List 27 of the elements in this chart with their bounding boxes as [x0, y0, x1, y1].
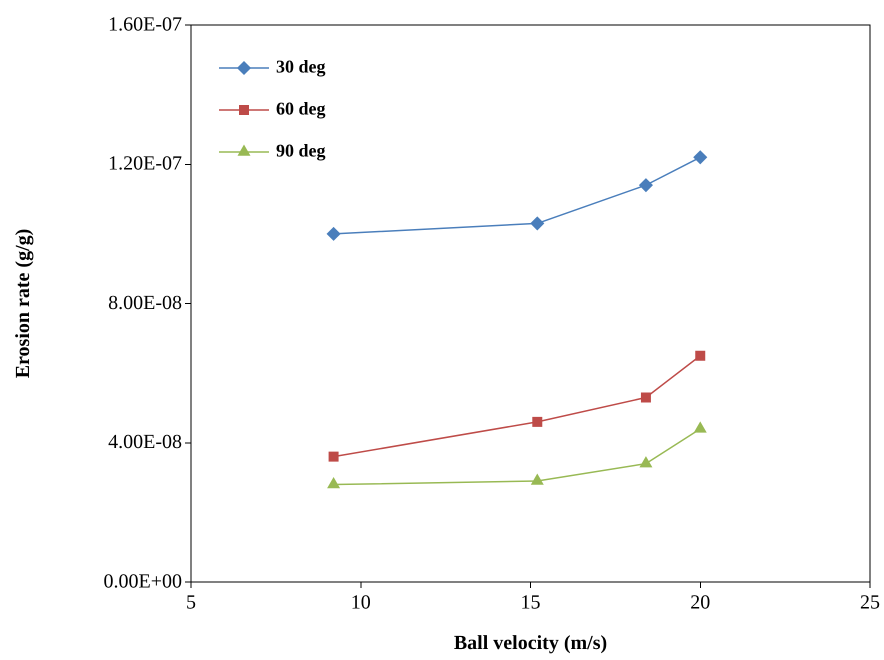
- point: [531, 474, 544, 485]
- y-axis-title: Erosion rate (g/g): [12, 228, 34, 378]
- x-axis-title: Ball velocity (m/s): [454, 632, 608, 654]
- x-tick-label: 15: [520, 591, 540, 614]
- legend-label: 30 deg: [276, 56, 326, 77]
- point: [328, 452, 339, 462]
- x-tick-label: 25: [860, 591, 880, 614]
- point: [640, 456, 652, 468]
- point: [694, 150, 707, 164]
- y-tick-label: 4.00E-08: [108, 431, 182, 453]
- x-tick-label: 20: [690, 591, 710, 614]
- point: [695, 350, 706, 361]
- point: [639, 178, 653, 192]
- y-tick-label: 1.20E-07: [108, 152, 182, 174]
- y-tick-label: 1.60E-07: [108, 13, 182, 36]
- y-tick-label: 0.00E+00: [104, 570, 182, 592]
- legend-label: 90 deg: [276, 140, 326, 161]
- x-tick-label: 10: [350, 591, 371, 614]
- point: [640, 392, 651, 402]
- y-tick-label: 8.00E-08: [108, 292, 182, 314]
- point: [530, 216, 544, 230]
- point: [694, 422, 706, 433]
- x-tick-label: 5: [186, 591, 196, 614]
- point: [328, 478, 340, 488]
- point: [326, 227, 340, 241]
- legend-label: 60 deg: [276, 98, 326, 119]
- point: [532, 416, 542, 427]
